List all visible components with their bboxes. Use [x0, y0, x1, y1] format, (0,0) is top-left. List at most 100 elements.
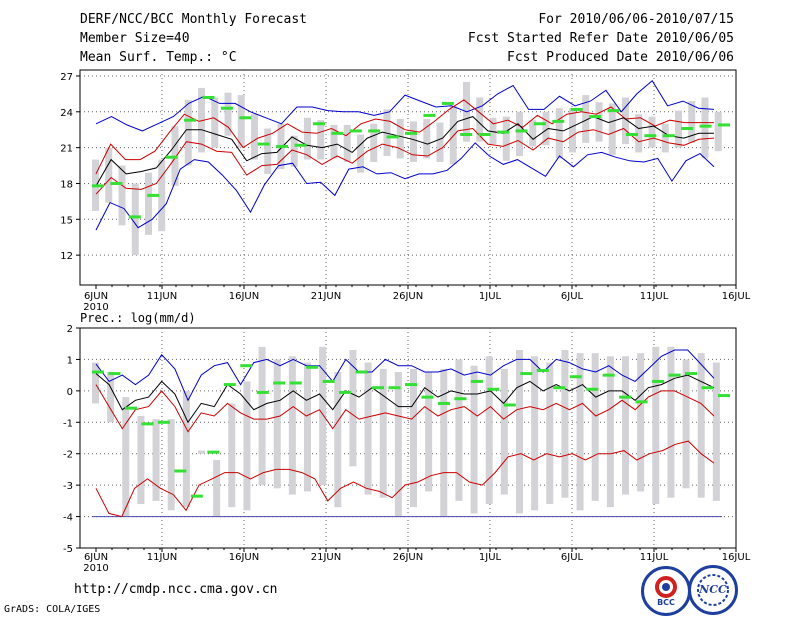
prec-xtick-label: 6JUL: [561, 552, 584, 563]
bcc-logo: BCC: [641, 566, 691, 616]
source-url[interactable]: http://cmdp.ncc.cma.gov.cn: [74, 582, 278, 597]
temp-observed-mark: [331, 131, 344, 135]
prec-spread-box: [167, 419, 175, 511]
temp-panel: 12 15 18 21 24 27 6JUN 11JUN 16JUN 21JUN 26JUN 1JUL…: [60, 69, 751, 313]
temp-xtick-label: 6JUL: [561, 291, 584, 302]
temp-xtick-label: 1JUL: [479, 291, 502, 302]
prec-spread-box: [288, 356, 296, 495]
prec-xtick-label: 1JUL: [479, 552, 502, 563]
forecast-produced-date: Fcst Produced Date 2010/06/06: [507, 50, 734, 65]
prec-spread-box: [500, 368, 508, 495]
temp-observed-mark: [368, 129, 381, 133]
prec-year-label: 2010: [83, 563, 108, 574]
temp-observed-mark: [478, 133, 491, 136]
temp-observed-mark: [92, 184, 104, 188]
prec-panel-title: Prec.: log(mm/d): [80, 311, 196, 325]
grads-credit: GrADS: COLA/IGES: [4, 604, 101, 615]
prec-xtick-label: 11JUL: [640, 552, 669, 563]
prec-spread-box: [652, 346, 660, 504]
prec-spread-box: [516, 350, 523, 514]
prec-spread-box: [137, 416, 145, 504]
temp-spread-box: [131, 183, 139, 256]
forecast-start-date: Fcst Started Refer Date 2010/06/05: [467, 31, 734, 46]
prec-observed-mark: [586, 387, 599, 391]
prec-observed-mark: [141, 422, 154, 426]
temp-observed-mark: [257, 142, 270, 146]
prec-spread-box: [319, 346, 327, 486]
prec-ytick-label: -4: [63, 513, 73, 524]
prec-spread-box: [637, 353, 645, 492]
prec-observed-mark: [520, 372, 533, 376]
variable-label: Mean Surf. Temp.: °C: [80, 50, 237, 65]
temp-spread-box: [569, 108, 576, 153]
temp-spread-box: [476, 97, 484, 142]
temp-observed-mark: [460, 133, 473, 136]
temp-ytick-label: 24: [60, 108, 73, 119]
temp-spread-box: [198, 87, 205, 153]
prec-spread-box: [591, 353, 599, 501]
temp-xtick-label: 21JUN: [311, 291, 341, 302]
temp-ytick-label: 27: [60, 72, 73, 83]
prec-observed-mark: [92, 370, 104, 374]
prec-observed-mark: [372, 386, 385, 390]
prec-spread-box: [561, 350, 569, 498]
temp-observed-mark: [441, 101, 454, 105]
temp-observed-mark: [110, 181, 123, 185]
prec-observed-mark: [437, 401, 450, 405]
temp-spread-box: [675, 110, 682, 148]
prec-spread-box: [712, 362, 720, 501]
temp-observed-mark: [718, 123, 730, 127]
temp-spread-box: [582, 95, 590, 143]
temp-observed-mark: [607, 109, 620, 113]
prec-spread-box: [667, 346, 675, 498]
temp-spread-box: [648, 116, 656, 148]
temp-observed-mark: [589, 115, 602, 119]
prec-ytick-label: -1: [63, 418, 73, 429]
temp-observed-mark: [570, 107, 583, 111]
prec-spread-box: [228, 403, 236, 508]
prec-observed-mark: [503, 403, 516, 407]
temp-spread-box: [145, 172, 152, 235]
temp-spread-box: [317, 120, 325, 160]
temp-spread-box: [357, 134, 364, 173]
prec-lower-line: [95, 440, 715, 518]
temp-spread-box: [370, 123, 378, 162]
prec-spread-box: [485, 356, 493, 504]
prec-observed-mark: [652, 379, 665, 383]
prec-xtick-label: 21JUN: [311, 552, 341, 563]
temp-spread-box: [105, 147, 113, 203]
prec-spread-box: [697, 353, 705, 498]
temp-spread-box: [555, 108, 563, 159]
prec-observed-mark: [470, 379, 483, 383]
temp-spread-box: [304, 117, 311, 160]
prec-observed-mark: [322, 379, 335, 383]
prec-observed-mark: [273, 381, 286, 385]
temp-spread-box: [661, 123, 669, 153]
prec-observed-mark: [240, 364, 253, 368]
temp-observed-mark: [147, 193, 160, 197]
prec-observed-mark: [635, 400, 648, 404]
temp-xtick-label: 11JUL: [640, 291, 669, 302]
prec-observed-mark: [668, 373, 681, 377]
prec-spread-box: [470, 365, 478, 514]
temp-spread-box: [701, 97, 709, 159]
temp-observed-mark: [220, 106, 233, 110]
prec-spread-box: [243, 381, 251, 511]
prec-observed-mark: [174, 469, 187, 473]
prec-spread-box: [152, 419, 160, 501]
temp-max-line: [95, 79, 715, 132]
prec-spread-box: [122, 397, 130, 517]
temp-observed-mark: [625, 133, 638, 136]
temp-spread-box: [423, 118, 431, 159]
temp-observed-mark: [349, 129, 362, 133]
prec-spread-box: [410, 368, 417, 508]
prec-spread-box: [304, 362, 311, 492]
temp-spread-box: [264, 128, 272, 174]
temp-spread-box: [158, 159, 166, 232]
temp-spread-box: [635, 114, 643, 153]
temp-spread-box: [211, 97, 219, 148]
temp-xtick-label: 16JUN: [229, 291, 259, 302]
temp-observed-mark: [312, 122, 325, 126]
temp-lower-line: [95, 127, 715, 195]
